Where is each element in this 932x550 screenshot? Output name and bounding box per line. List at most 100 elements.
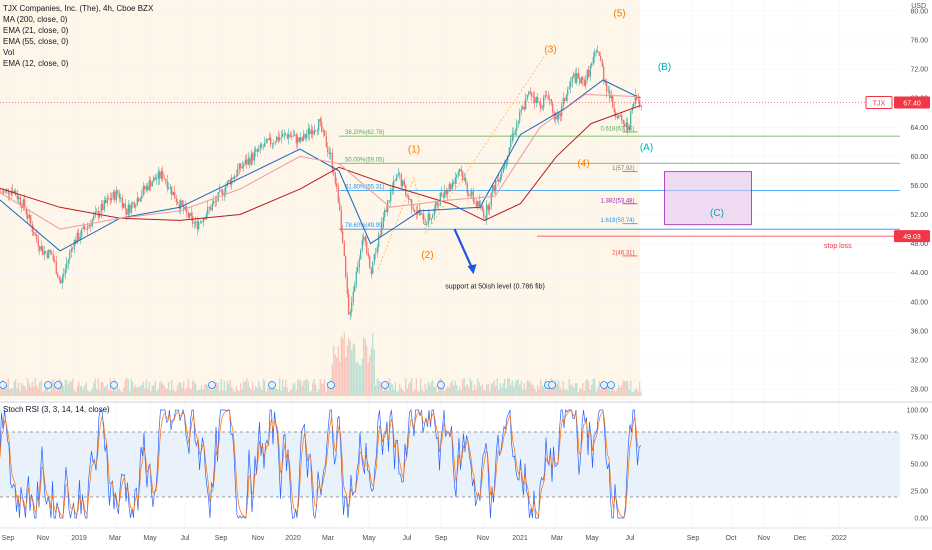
moving-averages: [0, 79, 641, 252]
candle-body: [336, 183, 338, 187]
candle-body: [334, 172, 336, 184]
volume-bar: [462, 379, 464, 396]
candle-body: [207, 206, 209, 215]
earnings-marker: [110, 381, 118, 389]
price-tick: 48.00: [910, 241, 928, 248]
candle-body: [553, 112, 555, 120]
candle-body: [156, 179, 158, 180]
candle-body: [291, 136, 293, 138]
volume-bar: [199, 389, 201, 396]
candle-body: [286, 135, 288, 139]
volume-bar: [150, 391, 152, 396]
volume-bar: [94, 378, 96, 396]
volume-bar: [130, 378, 132, 396]
candle-body: [628, 126, 630, 130]
candle-body: [222, 189, 224, 196]
candle-body: [355, 271, 357, 285]
candle-body: [402, 180, 404, 187]
target-zone-box[interactable]: [664, 171, 752, 226]
candle-body: [580, 77, 582, 84]
volume-bar: [78, 381, 80, 396]
volume-bar: [231, 387, 233, 396]
candle-body: [457, 171, 459, 175]
volume-bar: [7, 378, 9, 396]
volume-bar: [193, 381, 195, 396]
candle-body: [442, 194, 444, 198]
volume-bar: [522, 389, 524, 396]
candle-body: [22, 199, 24, 208]
volume-bar: [585, 380, 587, 396]
volume-bar: [345, 356, 347, 396]
time-axis[interactable]: Sep Nov 2019 Mar May Jul Sep Nov 2020 Mar May Jul Se…: [2, 535, 847, 542]
candle-body: [42, 246, 44, 255]
time-tick: May: [143, 535, 157, 542]
volume-bar: [283, 387, 285, 396]
wave-label: (4): [577, 159, 589, 170]
stoch-tick: 100.00: [907, 408, 929, 415]
candle-body: [358, 258, 360, 268]
volume-bar: [222, 390, 224, 396]
candle-body: [487, 204, 489, 211]
stoch-axis[interactable]: 100.00 75.00 50.00 25.00 0.00: [907, 408, 929, 523]
volume-bar: [172, 389, 174, 396]
volume-bar: [592, 378, 594, 396]
volume-bar: [486, 384, 488, 396]
volume-bar: [225, 390, 227, 396]
stoch-legend[interactable]: Stoch RSI (3, 3, 14, 14, close): [3, 405, 110, 414]
time-tick: 2020: [285, 535, 301, 542]
symbol-title[interactable]: TJX Companies, Inc. (The), 4h, Cboe BZX: [3, 4, 154, 13]
volume-bar: [82, 389, 84, 396]
candle-body: [150, 180, 152, 187]
candle-body: [567, 89, 569, 96]
volume-bar: [144, 388, 146, 396]
volume-bar: [322, 383, 324, 396]
stoch-tick: 25.00: [910, 489, 928, 496]
candle-body: [624, 124, 626, 127]
volume-bar: [540, 379, 542, 396]
candle-body: [378, 234, 380, 248]
volume-bar: [406, 388, 408, 396]
volume-bar: [276, 389, 278, 396]
candle-body: [622, 120, 624, 125]
volume-bar: [358, 364, 360, 396]
candle-body: [280, 137, 282, 138]
volume-bar: [90, 391, 92, 396]
volume-bar: [64, 379, 66, 396]
candle-body: [96, 211, 98, 212]
candle-body: [594, 52, 596, 58]
candle-body: [417, 209, 419, 214]
volume-bar: [136, 387, 138, 396]
candle-body: [339, 202, 341, 211]
volume-bar: [174, 391, 176, 396]
legend-ma200[interactable]: MA (200, close, 0): [3, 15, 68, 24]
candle-body: [367, 253, 369, 256]
volume-bar: [241, 389, 243, 396]
candle-body: [612, 95, 614, 108]
volume-bar: [315, 384, 317, 396]
candle-body: [28, 215, 30, 219]
candle-body: [58, 277, 60, 280]
volume-bar: [460, 390, 462, 396]
candle-body: [123, 203, 125, 208]
volume-bar: [63, 386, 65, 396]
price-axis[interactable]: 80.0076.0072.0068.0064.0060.0056.0052.00…: [865, 8, 930, 394]
volume-bar: [375, 385, 377, 396]
volume-bar: [526, 380, 528, 396]
time-tick: Sep: [687, 535, 700, 542]
legend-ema12[interactable]: EMA (12, close, 0): [3, 59, 69, 68]
candle-body: [246, 159, 248, 165]
fib-retracement-label: 50.00%(59.05): [345, 157, 384, 163]
volume-bar: [418, 390, 420, 396]
volume-bar: [300, 380, 302, 396]
candle-body: [558, 113, 560, 120]
volume-bar: [489, 391, 491, 396]
volume-bar: [108, 390, 110, 396]
volume-bar: [303, 381, 305, 396]
volume-bar: [16, 388, 18, 396]
legend-ema21[interactable]: EMA (21, close, 0): [3, 26, 69, 35]
candle-body: [633, 103, 635, 108]
legend-ema55[interactable]: EMA (55, close, 0): [3, 37, 69, 46]
volume-bar: [609, 390, 611, 396]
legend-vol[interactable]: Vol: [3, 48, 15, 57]
